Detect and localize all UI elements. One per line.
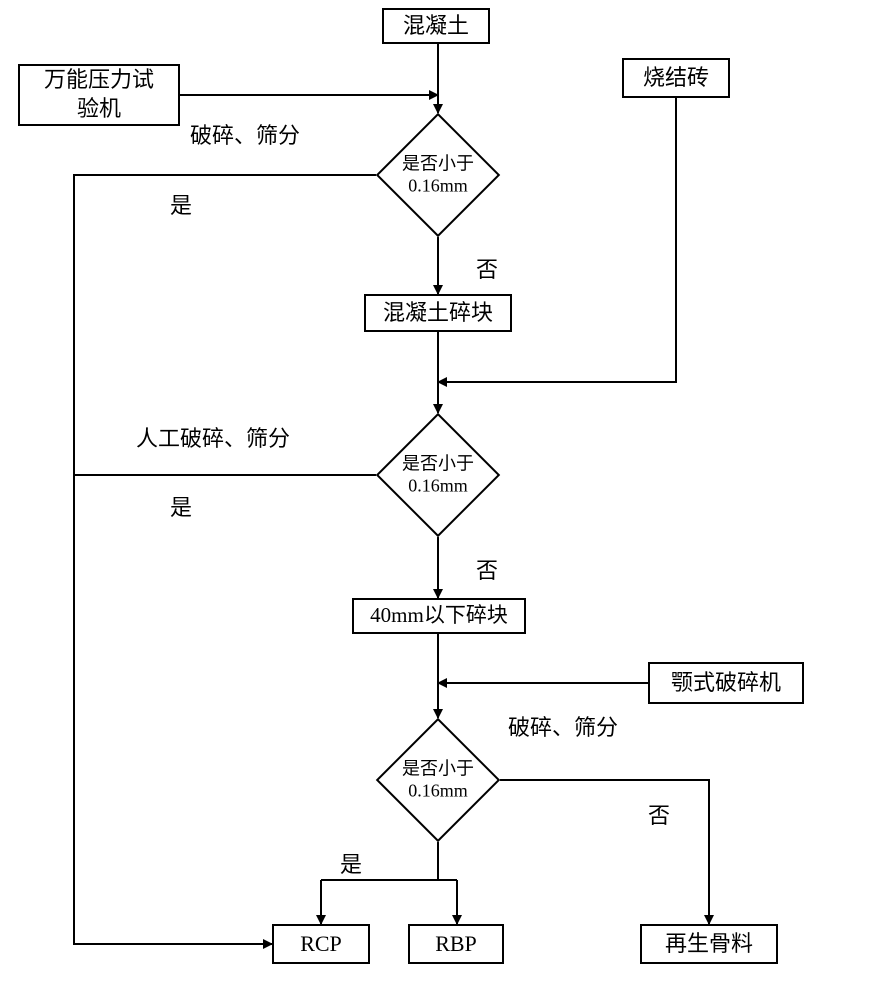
node-brick: 烧结砖 bbox=[622, 58, 730, 98]
decision-label-line2: 0.16mm bbox=[408, 175, 468, 195]
node-under40: 40mm以下碎块 bbox=[352, 598, 526, 634]
label-crush3: 破碎、筛分 bbox=[508, 710, 618, 742]
node-label: 40mm以下碎块 bbox=[370, 602, 508, 629]
node-aggregate: 再生骨料 bbox=[640, 924, 778, 964]
node-label: RCP bbox=[300, 930, 342, 959]
node-label: RBP bbox=[435, 930, 477, 959]
decision-label-line1: 是否小于 bbox=[402, 758, 474, 778]
node-label: 烧结砖 bbox=[643, 64, 709, 93]
node-concrete: 混凝土 bbox=[382, 8, 490, 44]
node-label: 颚式破碎机 bbox=[671, 669, 781, 698]
label-no1: 否 bbox=[476, 252, 498, 284]
decision-label-line2: 0.16mm bbox=[408, 780, 468, 800]
label-yes1: 是 bbox=[170, 188, 192, 220]
node-jaw-crusher: 颚式破碎机 bbox=[648, 662, 804, 704]
node-label: 万能压力试 验机 bbox=[44, 66, 154, 123]
decision-label-line1: 是否小于 bbox=[402, 153, 474, 173]
label-manual: 人工破碎、筛分 bbox=[136, 421, 290, 453]
node-label: 再生骨料 bbox=[665, 930, 753, 959]
decision-1: 是否小于 0.16mm bbox=[394, 131, 482, 219]
decision-3: 是否小于 0.16mm bbox=[394, 736, 482, 824]
label-yes3: 是 bbox=[340, 847, 362, 879]
decision-label-line1: 是否小于 bbox=[402, 453, 474, 473]
label-crush1: 破碎、筛分 bbox=[190, 118, 300, 150]
label-no2: 否 bbox=[476, 553, 498, 585]
node-label: 混凝土 bbox=[403, 12, 469, 41]
node-label: 混凝土碎块 bbox=[383, 299, 493, 328]
decision-2: 是否小于 0.16mm bbox=[394, 431, 482, 519]
node-machine: 万能压力试 验机 bbox=[18, 64, 180, 126]
label-yes2: 是 bbox=[170, 490, 192, 522]
node-rcp: RCP bbox=[272, 924, 370, 964]
label-no3: 否 bbox=[648, 798, 670, 830]
node-fragments: 混凝土碎块 bbox=[364, 294, 512, 332]
node-rbp: RBP bbox=[408, 924, 504, 964]
decision-label-line2: 0.16mm bbox=[408, 475, 468, 495]
